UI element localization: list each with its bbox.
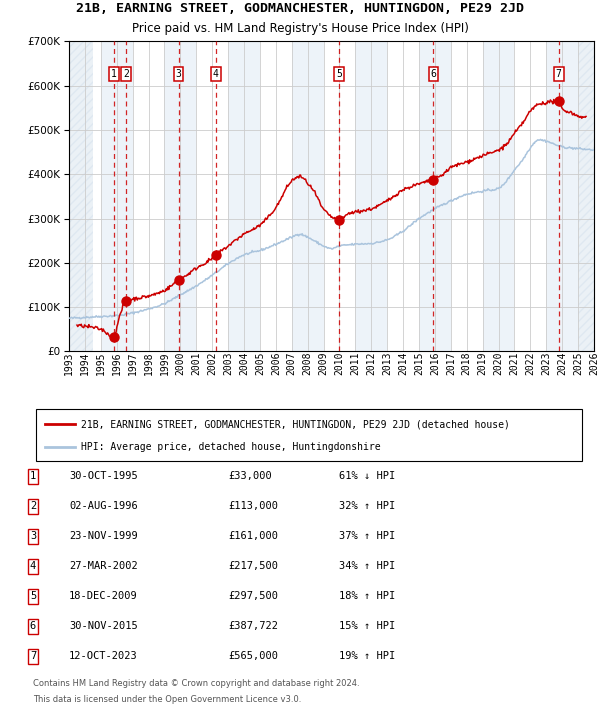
Text: 18-DEC-2009: 18-DEC-2009 xyxy=(69,591,138,601)
Text: 2022: 2022 xyxy=(526,351,535,375)
Text: 2007: 2007 xyxy=(287,351,297,375)
Text: 2009: 2009 xyxy=(319,351,329,375)
Text: 1996: 1996 xyxy=(112,351,122,375)
Bar xyxy=(578,41,594,351)
Text: 2013: 2013 xyxy=(382,351,392,375)
Text: 2000: 2000 xyxy=(175,351,185,375)
Text: 3: 3 xyxy=(30,532,36,542)
Text: 2002: 2002 xyxy=(207,351,217,375)
Text: 6: 6 xyxy=(431,69,436,79)
Text: 1999: 1999 xyxy=(160,351,169,375)
Text: 2005: 2005 xyxy=(255,351,265,375)
Text: 2010: 2010 xyxy=(334,351,344,375)
Text: 2016: 2016 xyxy=(430,351,440,375)
Text: £217,500: £217,500 xyxy=(228,562,278,572)
Bar xyxy=(292,41,323,351)
Text: 19% ↑ HPI: 19% ↑ HPI xyxy=(339,652,395,662)
Bar xyxy=(101,41,133,351)
Text: 2018: 2018 xyxy=(462,351,472,375)
Text: 2003: 2003 xyxy=(223,351,233,375)
Text: £161,000: £161,000 xyxy=(228,532,278,542)
Text: Price paid vs. HM Land Registry's House Price Index (HPI): Price paid vs. HM Land Registry's House … xyxy=(131,22,469,36)
Text: £387,722: £387,722 xyxy=(228,621,278,631)
Text: 2008: 2008 xyxy=(302,351,313,375)
Text: 2025: 2025 xyxy=(573,351,583,375)
Text: 1997: 1997 xyxy=(128,351,137,375)
Bar xyxy=(69,41,93,351)
Text: 2019: 2019 xyxy=(478,351,488,375)
Text: 2004: 2004 xyxy=(239,351,249,375)
Text: 30-OCT-1995: 30-OCT-1995 xyxy=(69,471,138,481)
Bar xyxy=(546,41,578,351)
Text: 5: 5 xyxy=(30,591,36,601)
Text: £297,500: £297,500 xyxy=(228,591,278,601)
Text: 2012: 2012 xyxy=(366,351,376,375)
Text: 5: 5 xyxy=(336,69,342,79)
Text: Contains HM Land Registry data © Crown copyright and database right 2024.: Contains HM Land Registry data © Crown c… xyxy=(33,679,359,688)
Text: 27-MAR-2002: 27-MAR-2002 xyxy=(69,562,138,572)
Text: 6: 6 xyxy=(30,621,36,631)
Text: 1: 1 xyxy=(30,471,36,481)
Text: 2023: 2023 xyxy=(541,351,551,375)
Text: This data is licensed under the Open Government Licence v3.0.: This data is licensed under the Open Gov… xyxy=(33,695,301,704)
Text: 21B, EARNING STREET, GODMANCHESTER, HUNTINGDON, PE29 2JD (detached house): 21B, EARNING STREET, GODMANCHESTER, HUNT… xyxy=(81,419,510,429)
Text: 2: 2 xyxy=(123,69,129,79)
Text: 2017: 2017 xyxy=(446,351,456,375)
Text: 3: 3 xyxy=(176,69,182,79)
Text: 32% ↑ HPI: 32% ↑ HPI xyxy=(339,501,395,511)
Text: 1995: 1995 xyxy=(96,351,106,375)
Text: £113,000: £113,000 xyxy=(228,501,278,511)
Text: 2026: 2026 xyxy=(589,351,599,375)
Text: 23-NOV-1999: 23-NOV-1999 xyxy=(69,532,138,542)
Text: 30-NOV-2015: 30-NOV-2015 xyxy=(69,621,138,631)
Bar xyxy=(419,41,451,351)
Text: 2020: 2020 xyxy=(494,351,503,375)
Text: 02-AUG-1996: 02-AUG-1996 xyxy=(69,501,138,511)
Text: 34% ↑ HPI: 34% ↑ HPI xyxy=(339,562,395,572)
Text: 2015: 2015 xyxy=(414,351,424,375)
Text: 7: 7 xyxy=(30,652,36,662)
Text: £565,000: £565,000 xyxy=(228,652,278,662)
Text: 12-OCT-2023: 12-OCT-2023 xyxy=(69,652,138,662)
Bar xyxy=(164,41,196,351)
Text: 2: 2 xyxy=(30,501,36,511)
Text: 4: 4 xyxy=(213,69,219,79)
Text: 1994: 1994 xyxy=(80,351,90,375)
Text: 1993: 1993 xyxy=(64,351,74,375)
Text: 4: 4 xyxy=(30,562,36,572)
Text: 1998: 1998 xyxy=(143,351,154,375)
Text: 2001: 2001 xyxy=(191,351,201,375)
Text: 2011: 2011 xyxy=(350,351,361,375)
Text: 37% ↑ HPI: 37% ↑ HPI xyxy=(339,532,395,542)
Text: £33,000: £33,000 xyxy=(228,471,272,481)
Bar xyxy=(482,41,514,351)
Text: 21B, EARNING STREET, GODMANCHESTER, HUNTINGDON, PE29 2JD: 21B, EARNING STREET, GODMANCHESTER, HUNT… xyxy=(76,1,524,15)
Bar xyxy=(355,41,387,351)
Text: 7: 7 xyxy=(556,69,562,79)
Bar xyxy=(228,41,260,351)
Text: 18% ↑ HPI: 18% ↑ HPI xyxy=(339,591,395,601)
Text: 1: 1 xyxy=(111,69,117,79)
Text: 61% ↓ HPI: 61% ↓ HPI xyxy=(339,471,395,481)
Text: 2021: 2021 xyxy=(509,351,520,375)
Text: 2006: 2006 xyxy=(271,351,281,375)
Text: 2014: 2014 xyxy=(398,351,408,375)
Text: 15% ↑ HPI: 15% ↑ HPI xyxy=(339,621,395,631)
Text: 2024: 2024 xyxy=(557,351,567,375)
Text: HPI: Average price, detached house, Huntingdonshire: HPI: Average price, detached house, Hunt… xyxy=(81,442,380,452)
